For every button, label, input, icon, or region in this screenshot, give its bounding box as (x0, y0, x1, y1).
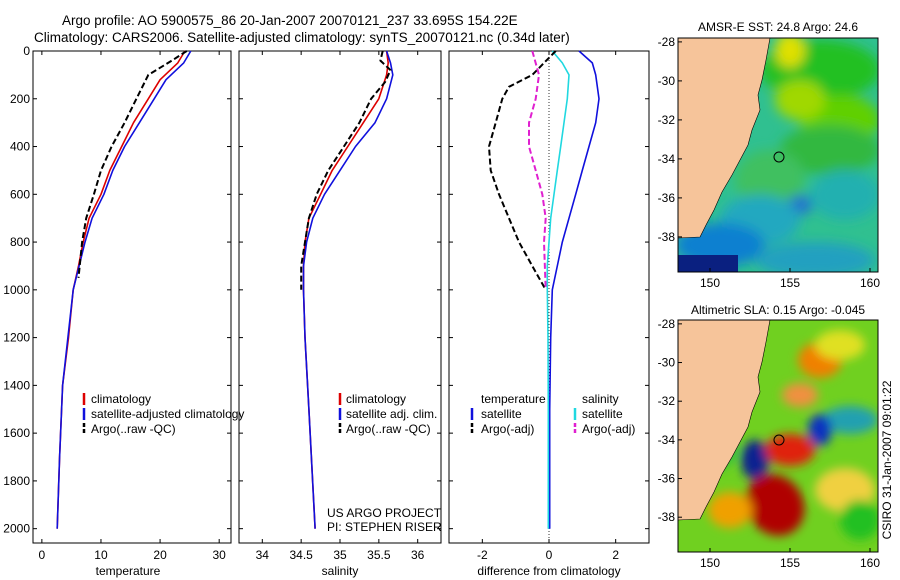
y-tick-label: 1600 (3, 426, 30, 440)
legend-label-temp-argo: Argo(-adj) (481, 422, 534, 436)
sst-map-panel: AMSR-E SST: 24.8 Argo: 24.6 150 155 160 -28 (658, 20, 881, 290)
map-y-tick-label: -34 (658, 152, 676, 166)
y-tick-label: 2000 (3, 522, 30, 536)
legend-label-argo: Argo(..raw -QC) (346, 422, 431, 436)
series-line-temperature-satellite (548, 50, 600, 529)
difference-lines (488, 50, 600, 529)
sla-map-ticks: 150 155 160 -28 -30 -32 -34 -36 -38 (658, 317, 881, 570)
map-y-tick-label: -30 (658, 356, 676, 370)
map-x-tick-label: 160 (860, 556, 880, 570)
x-tick-label: 35.5 (367, 548, 391, 562)
sla-map-panel: Altimetric SLA: 0.15 Argo: -0.045 150 1 (658, 303, 881, 570)
sst-map-frame (677, 37, 879, 273)
y-tick-label: 1400 (3, 378, 30, 392)
x-tick-label: 35 (333, 548, 347, 562)
difference-legend: temperature satellite Argo(-adj) salinit… (470, 392, 635, 436)
map-y-tick-label: -28 (658, 35, 676, 49)
salinity-xlabel: salinity (322, 564, 359, 578)
temperature-panel: 0 10 20 30 0 200 400 600 800 1000 1200 1400 1600 1800… (3, 44, 244, 578)
x-tick-label: -2 (477, 548, 488, 562)
legend-heading-salinity: salinity (582, 392, 619, 406)
salinity-legend: climatology satellite adj. clim. Argo(..… (338, 392, 437, 436)
series-line-satellite-adj-clim (302, 50, 394, 529)
legend-label-climatology: climatology (91, 392, 151, 406)
map-y-tick-label: -38 (658, 230, 676, 244)
argo-position-marker (773, 151, 785, 163)
legend-label-argo: Argo(..raw -QC) (91, 422, 176, 436)
sst-map-title: AMSR-E SST: 24.8 Argo: 24.6 (698, 20, 858, 34)
difference-ticks: -2 0 2 (449, 50, 649, 562)
map-x-tick-label: 150 (700, 276, 720, 290)
map-y-tick-label: -36 (658, 191, 676, 205)
legend-label-satellite-adjusted: satellite-adjusted climatology (91, 407, 244, 421)
map-x-tick-label: 155 (780, 556, 800, 570)
series-line-satellite-adjusted-climatology (56, 50, 192, 529)
y-tick-label: 800 (10, 235, 30, 249)
series-line-argo-raw-qc (77, 50, 188, 279)
map-x-tick-label: 160 (860, 276, 880, 290)
map-y-tick-label: -28 (658, 317, 676, 331)
figure-title-line1: Argo profile: AO 5900575_86 20-Jan-2007 … (62, 13, 518, 28)
y-tick-label: 0 (23, 44, 30, 58)
map-y-tick-label: -32 (658, 113, 676, 127)
sla-map-frame (677, 319, 879, 553)
y-tick-label: 200 (10, 92, 30, 106)
timestamp-label: CSIRO 31-Jan-2007 09:01:22 (880, 380, 894, 539)
temperature-xlabel: temperature (96, 564, 161, 578)
y-tick-label: 1800 (3, 474, 30, 488)
salinity-panel: 34 34.5 35 35.5 36 salinity climatology sate… (238, 50, 442, 578)
legend-label-sal-satellite: satellite (582, 407, 623, 421)
map-y-tick-label: -38 (658, 510, 676, 524)
map-x-tick-label: 155 (780, 276, 800, 290)
map-y-tick-label: -36 (658, 472, 676, 486)
map-y-tick-label: -34 (658, 433, 676, 447)
sst-map-ticks: 150 155 160 -28 -30 -32 -34 -36 -38 (658, 35, 881, 290)
australia-landmass (678, 320, 771, 521)
pi-annotation: PI: STEPHEN RISER (327, 520, 442, 534)
map-y-tick-label: -30 (658, 74, 676, 88)
argo-position-marker (773, 434, 785, 446)
series-line-temperature-argo-adj (488, 50, 557, 291)
series-line-climatology (56, 50, 186, 529)
x-tick-label: 34.5 (289, 548, 313, 562)
y-tick-label: 1000 (3, 283, 30, 297)
difference-panel: -2 0 2 difference from climatology tempera… (448, 50, 650, 578)
temperature-plot-frame (32, 50, 232, 544)
legend-label-sal-argo: Argo(-adj) (582, 422, 635, 436)
difference-xlabel: difference from climatology (477, 564, 620, 578)
sla-map-field (678, 320, 878, 552)
australia-landmass (678, 38, 771, 239)
x-tick-label: 34 (256, 548, 270, 562)
x-tick-label: 36 (411, 548, 425, 562)
x-tick-label: 0 (39, 548, 46, 562)
legend-heading-temperature: temperature (481, 392, 546, 406)
x-tick-label: 30 (212, 548, 226, 562)
project-annotation: US ARGO PROJECT (327, 506, 442, 520)
series-line-argo-raw-qc (300, 50, 392, 290)
legend-label-climatology: climatology (346, 392, 406, 406)
x-tick-label: 0 (546, 548, 553, 562)
y-tick-label: 600 (10, 187, 30, 201)
legend-label-satellite-adj: satellite adj. clim. (346, 407, 437, 421)
legend-label-temp-satellite: satellite (481, 407, 522, 421)
x-tick-label: 10 (94, 548, 108, 562)
x-tick-label: 2 (612, 548, 619, 562)
temperature-ticks: 0 10 20 30 0 200 400 600 800 1000 1200 1400 1600 1800… (3, 44, 231, 562)
salinity-ticks: 34 34.5 35 35.5 36 (239, 50, 441, 562)
figure-title-line2: Climatology: CARS2006. Satellite-adjuste… (34, 30, 570, 45)
y-tick-label: 1200 (3, 331, 30, 345)
salinity-lines (300, 50, 394, 529)
map-x-tick-label: 150 (700, 556, 720, 570)
sla-map-title: Altimetric SLA: 0.15 Argo: -0.045 (691, 303, 865, 317)
series-line-salinity-satellite (546, 50, 570, 529)
temperature-lines (56, 50, 192, 529)
salinity-plot-frame (238, 50, 442, 544)
x-tick-label: 20 (153, 548, 167, 562)
temperature-legend: climatology satellite-adjusted climatolo… (82, 392, 244, 436)
series-line-salinity-argo-adj (528, 50, 547, 290)
sst-map-field (678, 38, 878, 272)
map-y-tick-label: -32 (658, 394, 676, 408)
y-tick-label: 400 (10, 140, 30, 154)
